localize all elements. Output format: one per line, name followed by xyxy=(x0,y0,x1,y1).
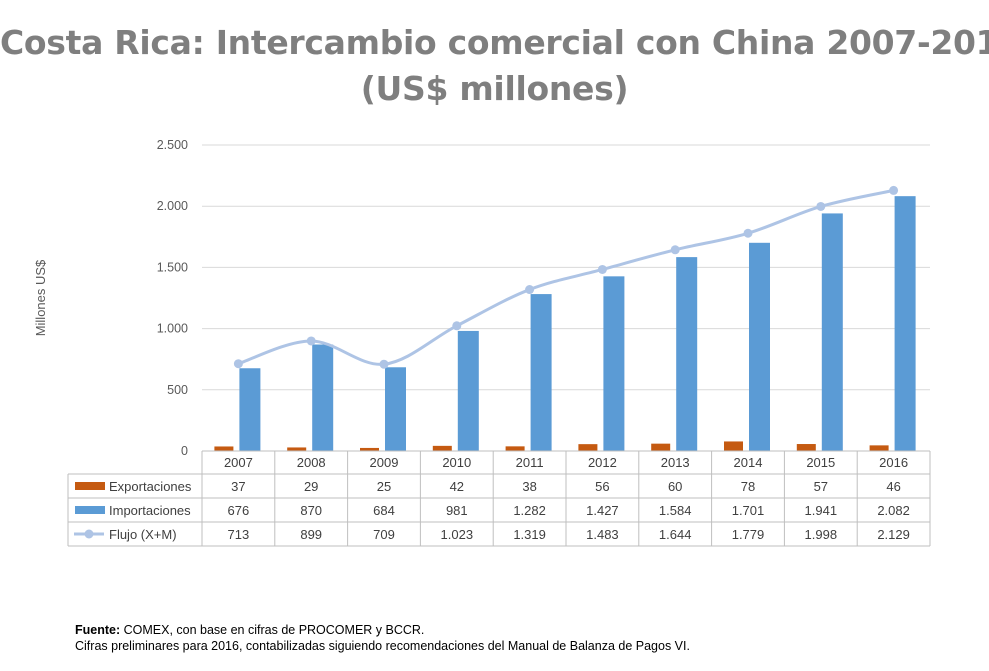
point-flujo xyxy=(452,321,462,331)
legend-label: Flujo (X+M) xyxy=(109,527,177,542)
table-cell-value: 37 xyxy=(231,479,245,494)
table-cell-value: 1.701 xyxy=(732,503,765,518)
bar-exportaciones xyxy=(869,445,889,451)
x-tick-label: 2009 xyxy=(370,455,399,470)
bar-exportaciones xyxy=(724,441,743,451)
bar-exportaciones xyxy=(287,447,307,451)
bar-exportaciones xyxy=(505,446,525,451)
point-flujo xyxy=(379,359,389,369)
x-tick-label: 2008 xyxy=(297,455,326,470)
y-tick-label: 2.500 xyxy=(157,138,188,152)
table-cell-value: 56 xyxy=(595,479,609,494)
table-cell-value: 1.483 xyxy=(586,527,619,542)
footer: Fuente: COMEX, con base en cifras de PRO… xyxy=(75,622,690,654)
table-cell-value: 25 xyxy=(377,479,391,494)
point-flujo xyxy=(233,359,243,369)
x-tick-label: 2013 xyxy=(661,455,690,470)
legend-key-exportaciones xyxy=(75,482,105,490)
legend-key-importaciones xyxy=(75,506,105,514)
y-tick-label: 500 xyxy=(167,383,188,397)
bar-importaciones xyxy=(894,196,916,451)
table-cell-value: 1.427 xyxy=(586,503,619,518)
x-tick-label: 2007 xyxy=(224,455,253,470)
table-cell-value: 38 xyxy=(522,479,536,494)
table-cell-value: 981 xyxy=(446,503,468,518)
table-cell-value: 42 xyxy=(450,479,464,494)
table-cell-value: 1.779 xyxy=(732,527,765,542)
point-flujo xyxy=(525,285,535,295)
bar-importaciones xyxy=(239,368,261,451)
table-cell-value: 899 xyxy=(300,527,322,542)
chart: 0 500 1.000 1.500 2.000 2.500 Millones US$ 2007… xyxy=(33,138,931,547)
table-cell-value: 78 xyxy=(741,479,755,494)
source-line: Fuente: COMEX, con base en cifras de PRO… xyxy=(75,622,690,638)
table-cell-value: 1.319 xyxy=(513,527,546,542)
table-cell-value: 1.282 xyxy=(513,503,546,518)
bar-exportaciones xyxy=(796,444,816,451)
table-cell-value: 709 xyxy=(373,527,395,542)
point-flujo xyxy=(306,336,316,346)
table-cell-value: 870 xyxy=(300,503,322,518)
table-cell-value: 1.941 xyxy=(805,503,838,518)
bar-exportaciones xyxy=(360,447,379,451)
table-cell-value: 2.082 xyxy=(877,503,910,518)
bar-exportaciones xyxy=(651,443,671,451)
point-flujo xyxy=(889,185,899,195)
bar-exportaciones xyxy=(578,444,598,451)
table-cell-value: 29 xyxy=(304,479,318,494)
line-flujo xyxy=(237,188,894,366)
y-tick-label: 0 xyxy=(181,444,188,458)
y-tick-label: 1.000 xyxy=(157,322,188,336)
bar-exportaciones xyxy=(214,446,234,451)
bar-importaciones xyxy=(530,294,552,451)
x-tick-label: 2015 xyxy=(806,455,835,470)
table-cell-value: 1.998 xyxy=(805,527,838,542)
table-cell-value: 60 xyxy=(668,479,682,494)
bar-importaciones xyxy=(603,276,625,451)
point-flujo xyxy=(670,245,680,255)
x-tick-label: 2014 xyxy=(734,455,763,470)
x-tick-label: 2010 xyxy=(442,455,471,470)
legend-key-flujo-marker xyxy=(84,529,94,539)
source-label: Fuente: xyxy=(75,623,121,637)
table-cell-value: 1.023 xyxy=(441,527,474,542)
table-cell-value: 1.644 xyxy=(659,527,692,542)
point-flujo xyxy=(743,228,753,238)
y-tick-label: 1.500 xyxy=(157,260,188,274)
point-flujo xyxy=(597,264,607,274)
chart-title: Costa Rica: Intercambio comercial con Ch… xyxy=(0,20,989,112)
legend-label: Importaciones xyxy=(109,503,191,518)
y-tick-label: 2.000 xyxy=(157,199,188,213)
legend-label: Exportaciones xyxy=(109,479,192,494)
table-cell-value: 2.129 xyxy=(877,527,910,542)
title-line-1: Costa Rica: Intercambio comercial con Ch… xyxy=(0,23,989,62)
x-tick-label: 2016 xyxy=(879,455,908,470)
bar-exportaciones xyxy=(432,445,452,451)
bar-importaciones xyxy=(457,330,479,451)
point-flujo xyxy=(816,201,826,211)
bar-importaciones xyxy=(749,242,770,451)
table-cell-value: 684 xyxy=(373,503,395,518)
bar-importaciones xyxy=(312,344,334,451)
table-cell-value: 46 xyxy=(886,479,900,494)
bar-importaciones xyxy=(676,257,698,451)
table-cell-value: 713 xyxy=(228,527,250,542)
bar-importaciones xyxy=(385,367,406,451)
bar-importaciones xyxy=(821,213,843,451)
y-axis-label: Millones US$ xyxy=(33,259,48,336)
table-cell-value: 1.584 xyxy=(659,503,692,518)
title-line-2: (US$ millones) xyxy=(360,69,629,108)
source-text: COMEX, con base en cifras de PROCOMER y … xyxy=(120,623,425,637)
table-cell-value: 676 xyxy=(228,503,250,518)
footer-note: Cifras preliminares para 2016, contabili… xyxy=(75,639,690,653)
x-tick-label: 2012 xyxy=(588,455,617,470)
x-tick-label: 2011 xyxy=(516,455,544,470)
table-cell-value: 57 xyxy=(814,479,828,494)
